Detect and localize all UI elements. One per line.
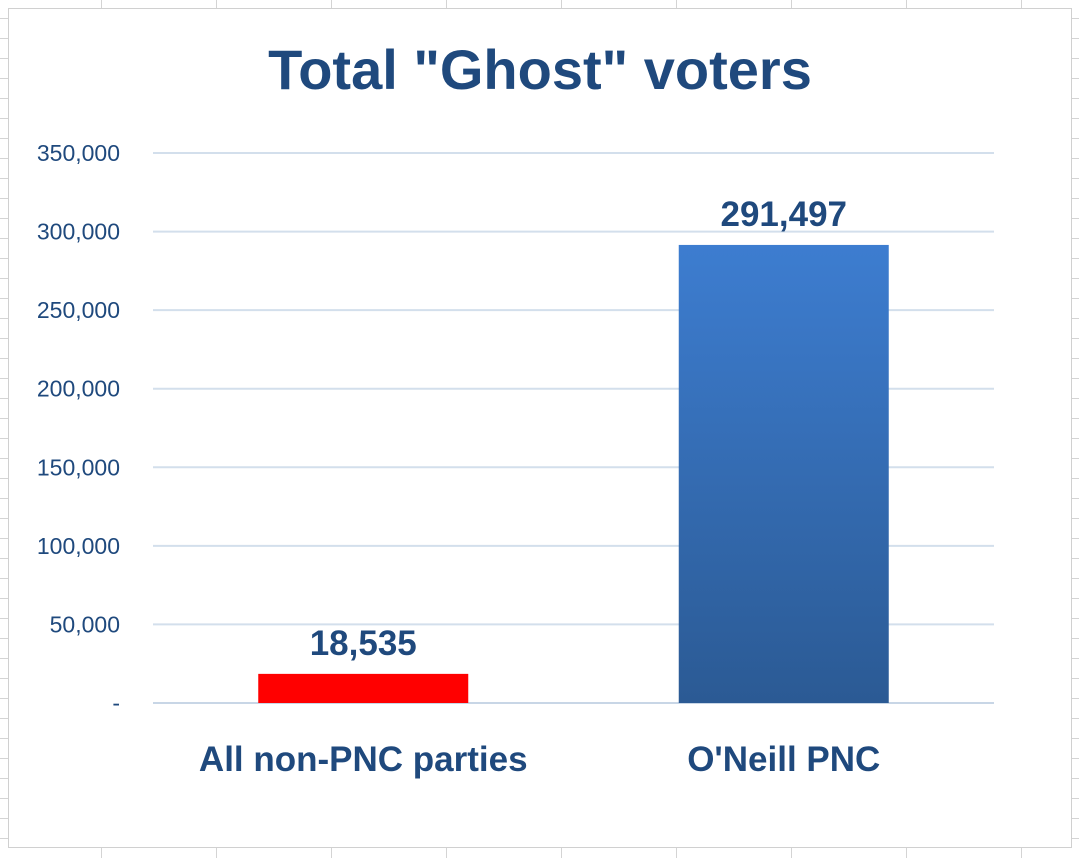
y-tick-label: 200,000 xyxy=(37,376,120,402)
y-tick-label: 300,000 xyxy=(37,219,120,245)
y-tick-label: 250,000 xyxy=(37,297,120,323)
y-tick-label: 50,000 xyxy=(50,611,120,637)
data-label: 291,497 xyxy=(720,195,847,234)
y-tick-label: - xyxy=(112,690,120,716)
category-label: All non-PNC parties xyxy=(199,740,528,779)
y-tick-label: 100,000 xyxy=(37,533,120,559)
chart-area[interactable] xyxy=(8,8,1072,848)
category-labels: All non-PNC parties O'Neill PNC xyxy=(199,740,880,779)
category-label: O'Neill PNC xyxy=(687,740,880,779)
data-labels: 18,535 291,497 xyxy=(310,195,847,663)
y-tick-label: 150,000 xyxy=(37,454,120,480)
chart-title: Total "Ghost" voters xyxy=(268,38,812,101)
bar xyxy=(678,244,889,703)
y-axis-ticks: - 50,000 100,000 150,000 200,000 250,000 300,0… xyxy=(37,140,120,716)
bar xyxy=(258,673,469,703)
bars xyxy=(258,244,889,703)
data-label: 18,535 xyxy=(310,624,417,663)
y-tick-label: 350,000 xyxy=(37,140,120,166)
